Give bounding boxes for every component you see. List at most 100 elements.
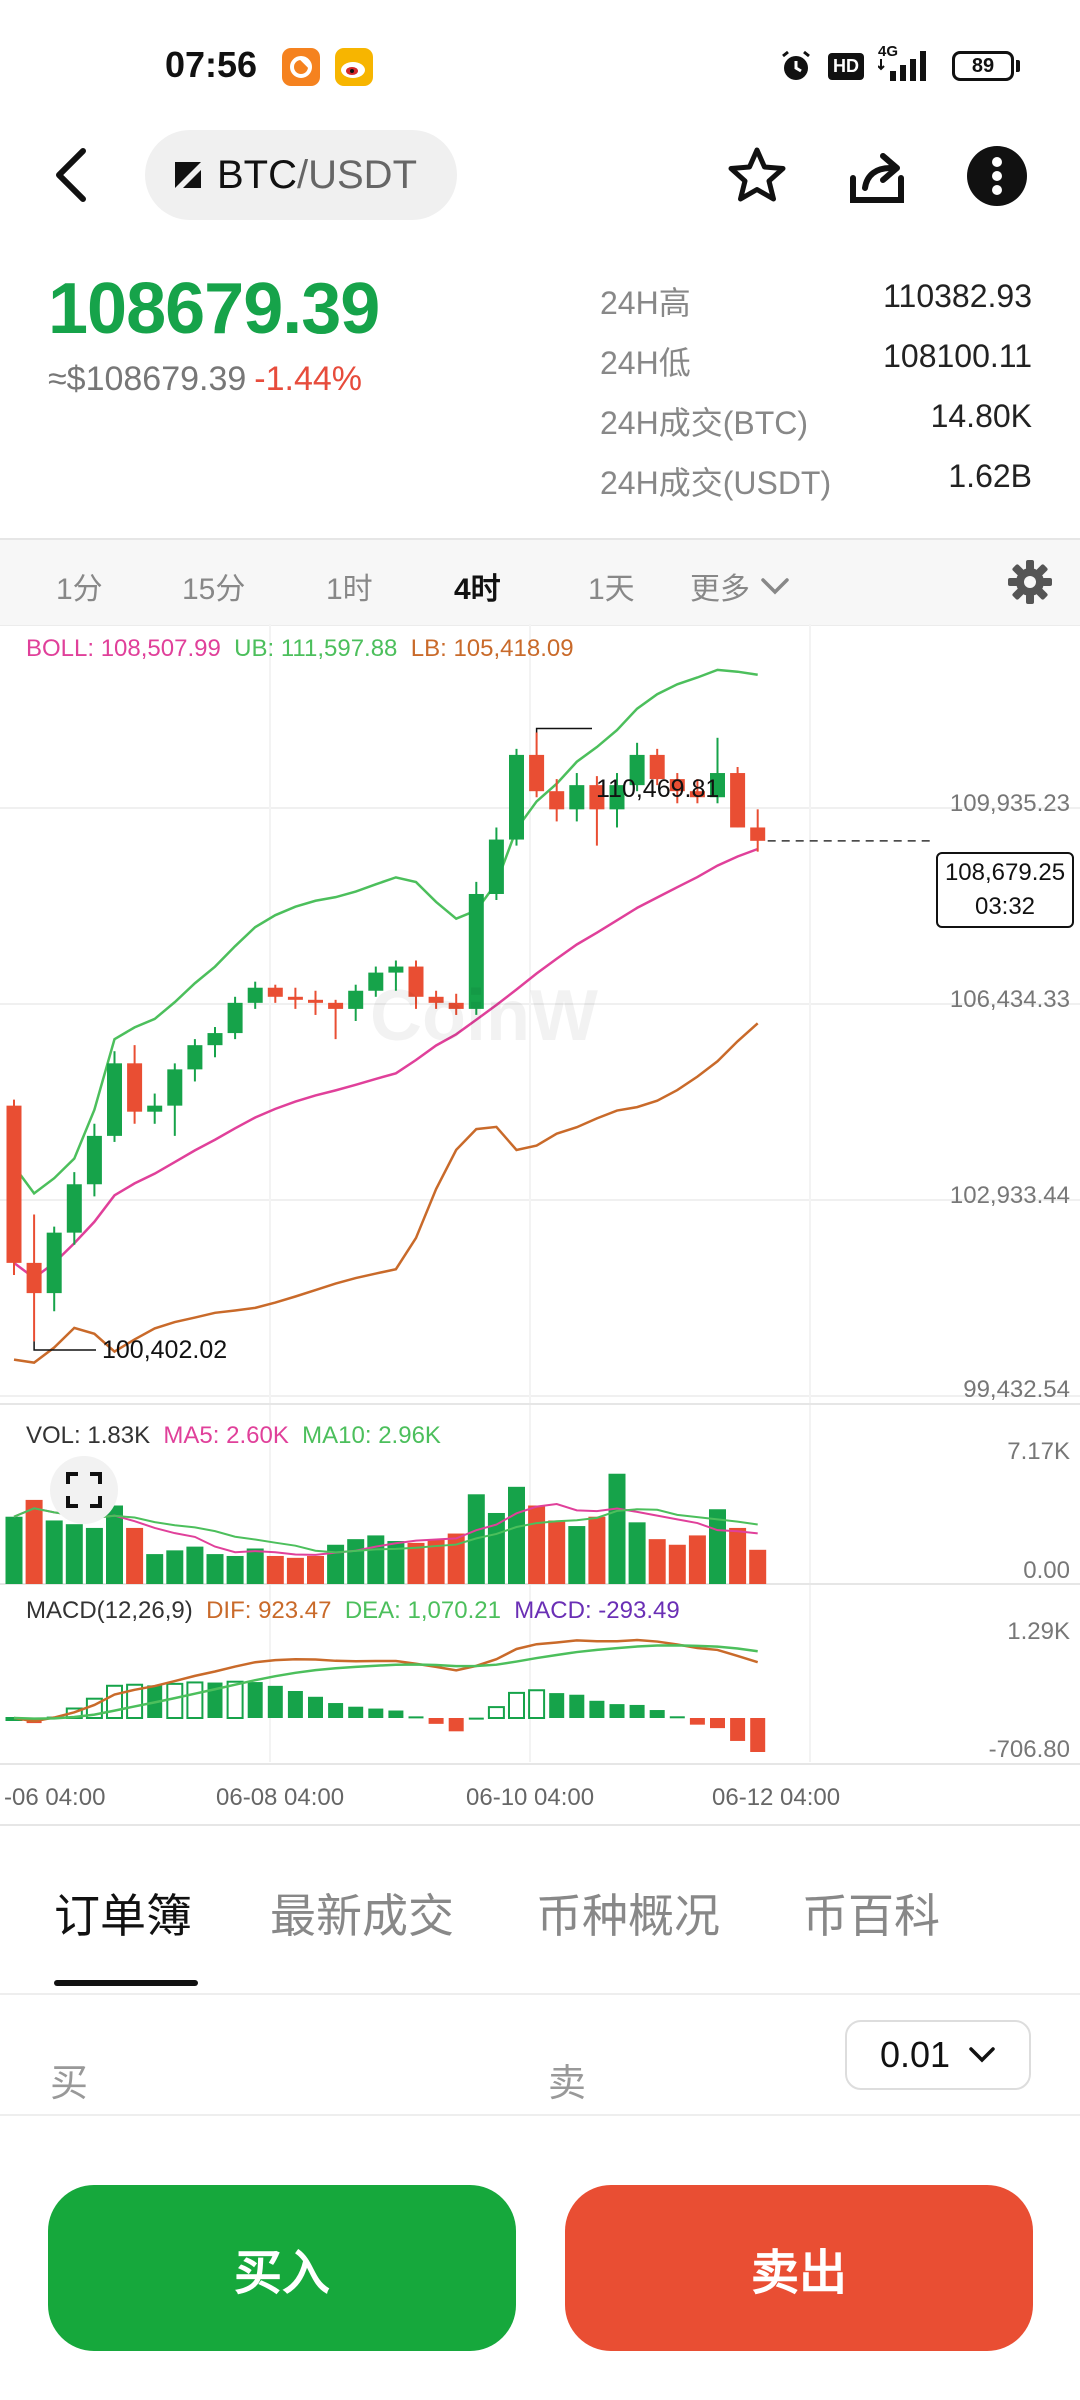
depth-select[interactable]: 0.01 [845,2020,1031,2090]
buy-button[interactable]: 买入 [48,2185,516,2351]
macd-histogram-bar [487,1706,505,1719]
volume-bar [508,1486,525,1584]
candle-countdown: 03:32 [974,893,1036,920]
macd-histogram-bar [328,1703,344,1718]
tab-coin-overview[interactable]: 币种概况 [536,1890,720,1942]
dif-line [13,1638,759,1723]
macd-histogram-bar [126,1683,144,1719]
candle-body [127,1063,143,1112]
volume-bar [628,1522,646,1584]
volume-bar [729,1527,747,1584]
candle-body [167,1069,183,1106]
gear-icon[interactable] [1006,558,1054,606]
share-icon[interactable] [845,144,909,208]
timeframe-more[interactable]: 更多 [690,564,790,608]
tab-latest-trades[interactable]: 最新成交 [270,1890,454,1942]
boll-mid-value: BOLL: 108,507.99 [26,635,221,662]
candlestick-chart[interactable] [0,0,1080,1826]
tab-coin-wiki[interactable]: 币百科 [802,1890,940,1942]
candle-body [730,773,746,828]
volume-bar [427,1539,445,1584]
price-change: -1.44% [254,360,363,398]
vol-value: VOL: 1.83K [26,1422,151,1449]
chart-watermark: CoinW [370,976,598,1056]
candle-body [609,785,625,810]
macd-name: MACD(12,26,9) [26,1597,193,1624]
volume-bar [307,1555,324,1584]
status-time: 07:56 [165,44,258,85]
volume-bar [407,1542,425,1584]
timeframe-15m[interactable]: 15分 [182,573,246,606]
candle-body [589,785,605,810]
candle-body [368,972,384,991]
vol-label: VOL: 1.83K MA5: 2.60K MA10: 2.96K [26,1422,441,1450]
macd-histogram-bar [207,1682,223,1718]
ma5-value: MA5: 2.60K [163,1422,289,1449]
volume-bar [146,1554,164,1584]
fullscreen-button[interactable] [50,1456,118,1524]
vol-tick-label: 0.00 [1023,1557,1070,1584]
stat-label: 24H低 [600,345,691,381]
x-tick-label: 06-08 04:00 [216,1784,345,1811]
timeframe-4h[interactable]: 4时 [454,573,501,606]
volume-bar [447,1533,465,1584]
timeframe-1h[interactable]: 1时 [326,573,373,606]
macd-histogram-bar [689,1718,705,1725]
volume-bar [65,1524,83,1584]
sell-button[interactable]: 卖出 [565,2185,1033,2351]
stat-label: 24H成交(USDT) [600,465,832,501]
stat-label: 24H高 [600,285,691,321]
macd-histogram-bar [609,1704,625,1718]
timeframe-1m[interactable]: 1分 [56,573,103,606]
timeframe-1d[interactable]: 1天 [588,573,635,606]
orderbook-buy-label: 买 [50,2063,89,2105]
volume-bar [126,1527,144,1584]
signal-icon: 4G [878,43,938,83]
candle-body [629,754,645,786]
candle-body [710,773,725,798]
high-annotation-line [535,727,592,733]
macd-histogram-bar [649,1710,665,1718]
macd-histogram-bar [267,1685,283,1718]
pair-selector[interactable]: BTC/USDT [145,130,457,220]
star-icon[interactable] [725,144,789,208]
depth-value: 0.01 [879,2034,951,2075]
pair-quote: /USDT [297,152,417,197]
tab-orderbook[interactable]: 订单簿 [54,1890,192,1942]
y-tick-label: 109,935.23 [949,790,1070,817]
candle-body [750,827,766,841]
fullscreen-icon [66,1472,102,1508]
hd-icon: HD [828,52,864,80]
macd-histogram-bar [388,1710,404,1718]
macd-histogram-bar [750,1718,766,1752]
chart-panel[interactable]: 1分 15分 1时 4时 1天 更多 [0,538,1080,1826]
y-tick-label: 99,432.54 [963,1376,1070,1403]
stat-value: 110382.93 [883,278,1032,314]
boll-label: BOLL: 108,507.99 UB: 111,597.88 LB: 105,… [26,635,574,663]
macd-histogram-bar [730,1718,746,1741]
stat-low: 24H低 108100.11 [600,338,1032,398]
candle-body [328,1002,344,1009]
last-price-tag-value: 108,679.25 [944,859,1066,886]
candle-body [569,785,585,810]
stat-volume-usdt: 24H成交(USDT) 1.62B [600,458,1032,518]
macd-histogram-bar [448,1718,464,1732]
volume-bar [286,1557,304,1584]
volume-bar [608,1473,626,1584]
dif-value: DIF: 923.47 [206,1597,332,1624]
more-icon[interactable] [965,144,1029,208]
volume-bar [226,1555,244,1584]
last-price-tag: 108,679.25 03:32 [936,852,1074,928]
battery-icon: 89 [952,51,1020,81]
candle-body [428,996,444,1003]
macd-histogram-bar [629,1704,645,1718]
volume-bar [749,1549,767,1584]
stat-high: 24H高 110382.93 [600,278,1032,338]
macd-histogram-bar [528,1689,546,1720]
macd-histogram-bar [308,1696,323,1718]
volume-bar [367,1535,385,1584]
back-arrow-icon[interactable] [45,145,105,205]
chevron-down-icon [969,2047,995,2063]
candle-body [649,754,665,780]
volume-bar [588,1516,606,1584]
